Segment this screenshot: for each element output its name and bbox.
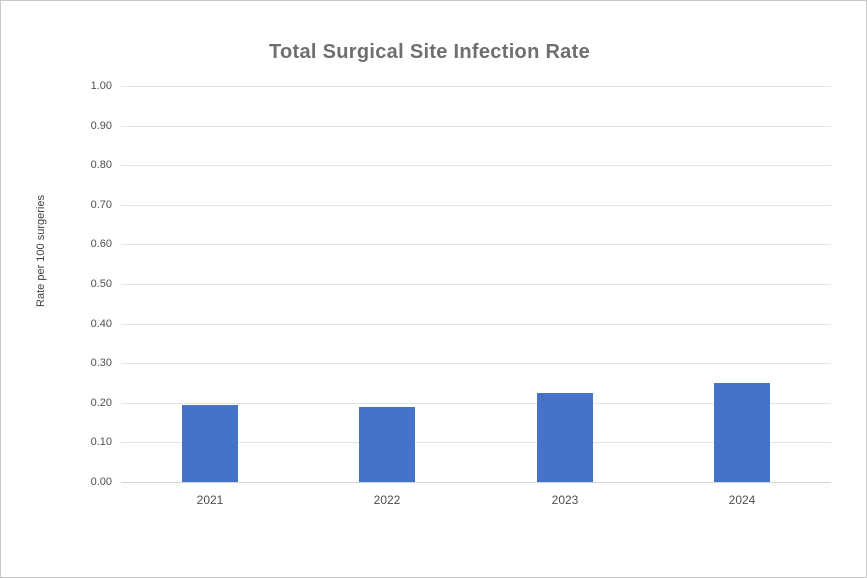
x-tick-label: 2021 [196, 493, 224, 507]
bar-2024 [714, 383, 770, 482]
gridline [121, 403, 831, 404]
x-axis-line [121, 482, 831, 483]
y-tick-label: 0.30 [90, 357, 112, 369]
y-tick-label: 1.00 [90, 80, 112, 92]
gridline [121, 244, 831, 245]
gridline [121, 284, 831, 285]
gridline [121, 126, 831, 127]
bar-2021 [182, 405, 238, 482]
y-tick-label: 0.00 [90, 476, 112, 488]
y-axis-title: Rate per 100 surgeries [35, 195, 47, 307]
gridline [121, 324, 831, 325]
gridline [121, 205, 831, 206]
gridline [121, 442, 831, 443]
x-tick-label: 2023 [551, 493, 579, 507]
x-tick-label: 2022 [373, 493, 401, 507]
gridline [121, 165, 831, 166]
y-tick-label: 0.10 [90, 436, 112, 448]
y-tick-label: 0.60 [90, 238, 112, 250]
gridline [121, 86, 831, 87]
chart-title: Total Surgical Site Infection Rate [269, 41, 590, 63]
gridline [121, 363, 831, 364]
x-tick-label: 2024 [728, 493, 756, 507]
y-tick-label: 0.50 [90, 278, 112, 290]
bar-2022 [359, 407, 415, 482]
bar-2023 [537, 393, 593, 482]
y-tick-label: 0.80 [90, 159, 112, 171]
y-tick-label: 0.70 [90, 199, 112, 211]
y-tick-label: 0.20 [90, 397, 112, 409]
y-tick-label: 0.90 [90, 120, 112, 132]
y-tick-label: 0.40 [90, 318, 112, 330]
